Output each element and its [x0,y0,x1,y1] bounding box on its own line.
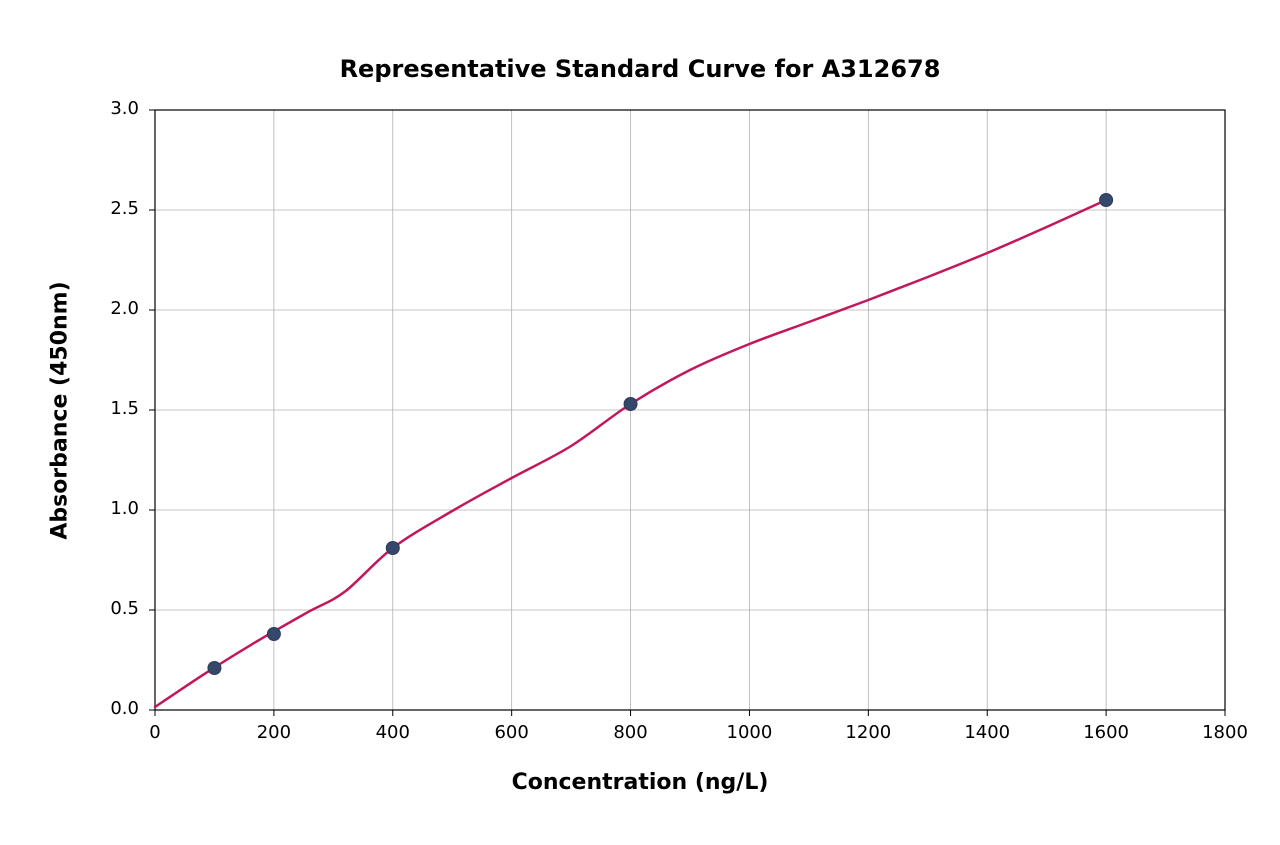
data-point [1100,194,1113,207]
data-point [624,398,637,411]
x-tick-label: 1400 [947,722,1027,743]
data-point [267,628,280,641]
x-tick-label: 0 [115,722,195,743]
y-tick-label: 3.0 [75,98,139,119]
x-tick-label: 200 [234,722,314,743]
x-tick-label: 400 [353,722,433,743]
x-tick-label: 800 [591,722,671,743]
data-point [208,662,221,675]
x-tick-label: 1200 [828,722,908,743]
y-tick-label: 2.0 [75,298,139,319]
x-tick-label: 1600 [1066,722,1146,743]
y-tick-label: 1.0 [75,498,139,519]
y-tick-label: 1.5 [75,398,139,419]
plot-svg [0,0,1280,845]
y-tick-label: 2.5 [75,198,139,219]
x-tick-label: 1000 [709,722,789,743]
data-point [386,542,399,555]
x-tick-label: 600 [472,722,552,743]
y-tick-label: 0.0 [75,698,139,719]
figure: Representative Standard Curve for A31267… [0,0,1280,845]
x-tick-label: 1800 [1185,722,1265,743]
y-tick-label: 0.5 [75,598,139,619]
